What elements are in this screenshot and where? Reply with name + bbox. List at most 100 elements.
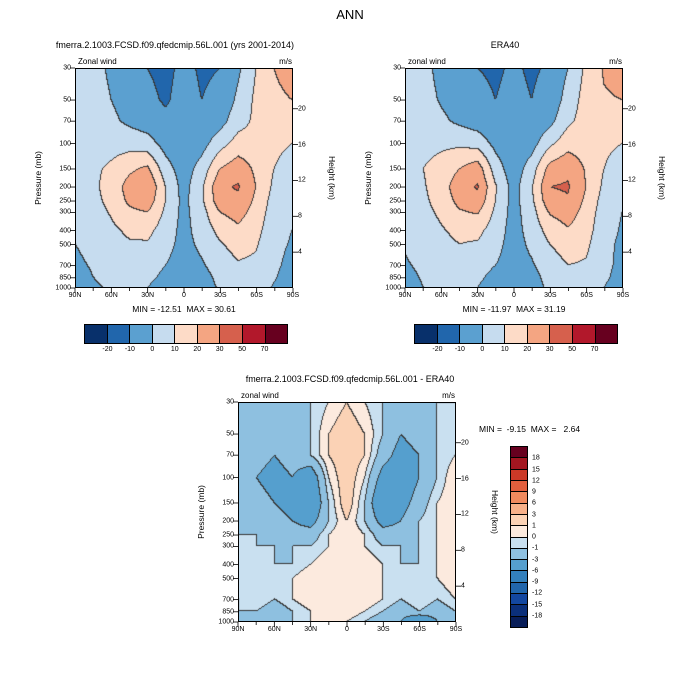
height-tick-label: 16: [298, 141, 306, 149]
pressure-tick-label: 250: [389, 197, 401, 205]
units-label: m/s: [279, 57, 292, 66]
pressure-tick-label: 850: [389, 274, 401, 282]
minmax-stats: MIN = -9.15 MAX = 2.64: [479, 424, 581, 434]
latitude-tick-label: 30N: [471, 292, 485, 299]
pressure-tick-label: 70: [393, 117, 401, 125]
colorbar-box: [481, 325, 505, 343]
plot-area: zonal wind m/s Pressure (mb) Height (km)…: [363, 57, 667, 299]
latitude-tick-label: 60N: [104, 292, 118, 299]
colorbar-tick-label: 20: [523, 346, 532, 353]
units-label: m/s: [609, 57, 622, 66]
contour-field-canvas: [238, 402, 456, 622]
panel-era40: ERA40 zonal wind m/s Pressure (mb) Heigh…: [330, 28, 680, 362]
pressure-tick-label: 1000: [218, 618, 234, 626]
panel-model: fmerra.2.1003.FCSD.f09.qfedcmip.56L.001 …: [0, 28, 350, 362]
colorbar-box: [511, 525, 527, 537]
colorbar-tick-label: -9: [532, 578, 539, 586]
latitude-tick-label: 30N: [304, 626, 318, 633]
pressure-tick-label: 70: [226, 451, 234, 459]
latitude-tick-label: 30S: [544, 292, 557, 299]
colorbar-box: [241, 325, 265, 343]
colorbar-box: [511, 447, 527, 458]
colorbar-box: [459, 325, 482, 343]
units-label: m/s: [442, 391, 455, 400]
latitude-tick-label: 90N: [68, 292, 82, 299]
pressure-tick-label: 250: [222, 531, 234, 539]
latitude-tick-label: 60S: [413, 626, 426, 633]
pressure-tick-label: 70: [63, 117, 71, 125]
height-tick-label: 4: [298, 248, 302, 256]
colorbar-box: [511, 559, 527, 571]
colorbar-tick-label: 50: [238, 346, 247, 353]
pressure-tick-label: 400: [59, 227, 71, 234]
axes-frame: [233, 401, 461, 627]
latitude-tick-label: 60S: [250, 292, 263, 299]
latitude-tick-label: 90S: [616, 292, 630, 299]
colorbar-box: [511, 502, 527, 514]
colorbar-tick-label: -20: [432, 346, 443, 353]
colorbar-tick-label: -3: [532, 556, 539, 563]
colorbar-box: [511, 570, 527, 582]
height-tick-label: 12: [298, 176, 306, 184]
colorbar-box: [511, 479, 527, 492]
pressure-tick-label: 250: [59, 197, 71, 205]
axes-frame: [70, 67, 298, 293]
latitude-tick-label: 60N: [267, 626, 281, 633]
colorbar-tick-label: 1: [532, 522, 536, 530]
height-tick-label: 16: [628, 141, 636, 149]
pressure-tick-label: 400: [389, 227, 401, 234]
pressure-tick-label: 850: [222, 608, 234, 616]
height-tick-label: 8: [298, 212, 302, 220]
pressure-tick-label: 1000: [385, 284, 401, 292]
height-tick-label: 4: [628, 248, 632, 256]
pressure-tick-label: 50: [63, 96, 71, 104]
colorbar-box: [219, 325, 242, 343]
colorbar-box: [511, 547, 527, 560]
pressure-tick-label: 300: [389, 208, 401, 216]
pressure-tick-label: 150: [222, 499, 234, 507]
pressure-tick-label: 400: [222, 561, 234, 568]
pressure-tick-label: 30: [226, 398, 234, 406]
height-tick-label: 20: [461, 439, 469, 447]
pressure-tick-label: 500: [222, 575, 234, 582]
panel-difference: fmerra.2.1003.FCSD.f09.qfedcmip.56L.001 …: [163, 362, 580, 694]
colorbar-box: [415, 325, 437, 343]
pressure-tick-label: 1000: [55, 284, 71, 292]
colorbar-tick-label: -18: [532, 612, 543, 620]
axes-frame: [400, 67, 628, 293]
colorbar-tick-label: 30: [215, 346, 224, 353]
figure-title: ANN: [336, 7, 364, 22]
colorbar-box: [151, 325, 175, 343]
colorbar-box: [511, 593, 527, 605]
colorbar-tick-label: 50: [568, 346, 577, 353]
colorbar-box: [504, 325, 527, 343]
panel-title: fmerra.2.1003.FCSD.f09.qfedcmip.56L.001 …: [245, 374, 455, 384]
colorbar-box: [511, 536, 527, 548]
contour-field-canvas: [75, 68, 293, 288]
latitude-tick-label: 0: [345, 626, 349, 633]
pressure-tick-label: 300: [59, 208, 71, 216]
colorbar-box: [174, 325, 197, 343]
colorbar-tick-label: -20: [102, 346, 113, 353]
colorbar-box: [511, 513, 527, 526]
colorbar-tick-label: 10: [500, 346, 509, 353]
colorbar-tick-label: 0: [532, 533, 536, 541]
height-tick-label: 8: [461, 546, 465, 554]
pressure-tick-label: 50: [393, 96, 401, 104]
field-label: zonal wind: [408, 57, 446, 66]
pressure-tick-label: 100: [389, 140, 401, 148]
height-tick-label: 12: [628, 176, 636, 184]
colorbar-tick-label: 0: [150, 346, 155, 353]
colorbar-box: [511, 468, 527, 480]
colorbar-box: [511, 457, 527, 469]
colorbar-box: [511, 581, 527, 594]
colorbar-tick-label: -10: [454, 346, 465, 353]
colorbar-box: [196, 325, 220, 343]
colorbar-tick-label: 70: [590, 346, 599, 353]
latitude-tick-label: 0: [182, 292, 186, 299]
colorbar-tick-label: -15: [532, 601, 543, 608]
latitude-tick-label: 60S: [580, 292, 593, 299]
latitude-tick-label: 30N: [141, 292, 155, 299]
pressure-tick-label: 200: [222, 517, 234, 525]
pressure-tick-label: 700: [59, 262, 71, 270]
